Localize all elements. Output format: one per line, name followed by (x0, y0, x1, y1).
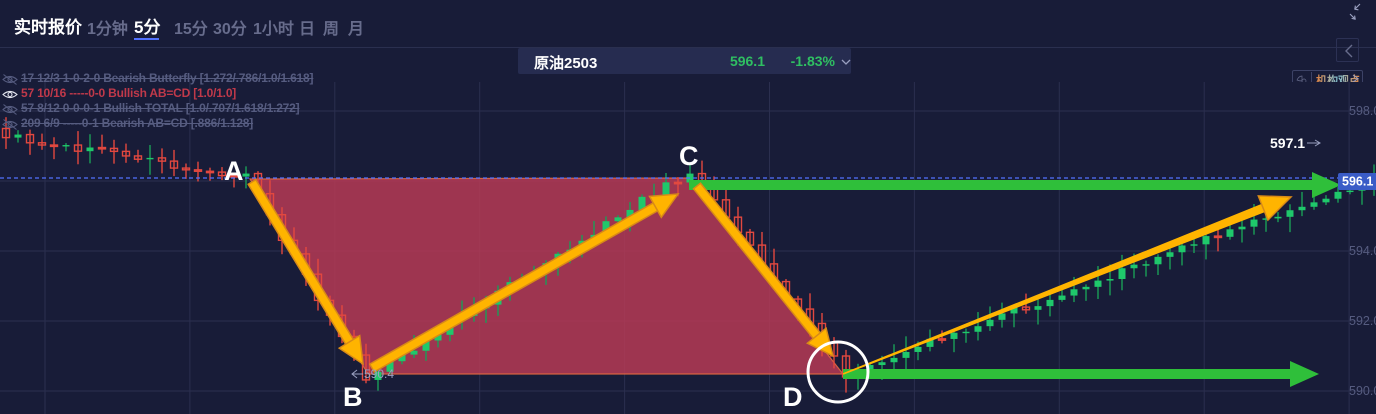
svg-text:C: C (679, 141, 699, 171)
svg-text:597.1: 597.1 (1270, 135, 1305, 151)
svg-text:D: D (783, 382, 803, 412)
svg-text:598.00: 598.00 (1349, 104, 1376, 118)
svg-text:B: B (343, 382, 363, 412)
svg-text:A: A (224, 156, 244, 186)
svg-text:596.1: 596.1 (1342, 175, 1373, 189)
svg-text:590.00: 590.00 (1349, 384, 1376, 398)
svg-text:594.00: 594.00 (1349, 244, 1376, 258)
svg-text:590.4: 590.4 (364, 367, 394, 381)
svg-text:592.00: 592.00 (1349, 314, 1376, 328)
